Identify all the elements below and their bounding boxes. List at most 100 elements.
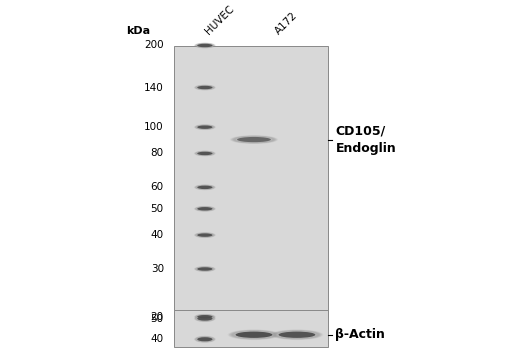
Ellipse shape <box>229 330 279 340</box>
Text: 30: 30 <box>151 264 164 274</box>
Ellipse shape <box>194 314 215 320</box>
Ellipse shape <box>194 206 215 211</box>
Ellipse shape <box>195 316 215 322</box>
Ellipse shape <box>195 125 215 130</box>
Ellipse shape <box>196 43 214 48</box>
Text: kDa: kDa <box>126 27 150 36</box>
Ellipse shape <box>197 43 213 48</box>
Ellipse shape <box>197 207 213 211</box>
Ellipse shape <box>194 43 216 48</box>
Ellipse shape <box>236 136 272 142</box>
Ellipse shape <box>196 316 214 321</box>
Text: 40: 40 <box>151 334 164 344</box>
Ellipse shape <box>195 206 215 211</box>
Ellipse shape <box>196 337 214 342</box>
Ellipse shape <box>275 330 319 339</box>
Ellipse shape <box>197 233 213 237</box>
Ellipse shape <box>196 151 214 156</box>
Ellipse shape <box>233 331 275 338</box>
Ellipse shape <box>272 330 322 340</box>
Ellipse shape <box>270 329 323 340</box>
Ellipse shape <box>196 206 214 211</box>
Ellipse shape <box>197 315 213 319</box>
Ellipse shape <box>196 185 214 190</box>
Ellipse shape <box>195 151 215 156</box>
Text: 40: 40 <box>151 230 164 240</box>
Ellipse shape <box>197 316 213 321</box>
Ellipse shape <box>194 43 215 48</box>
Ellipse shape <box>197 316 213 321</box>
Ellipse shape <box>196 125 214 130</box>
Text: 200: 200 <box>144 41 164 50</box>
Ellipse shape <box>196 315 214 319</box>
Ellipse shape <box>228 329 280 340</box>
Ellipse shape <box>236 331 272 338</box>
Ellipse shape <box>194 315 216 322</box>
Ellipse shape <box>197 207 213 211</box>
Ellipse shape <box>197 125 213 129</box>
Ellipse shape <box>197 85 213 90</box>
Text: CD105/: CD105/ <box>335 124 386 137</box>
Ellipse shape <box>277 331 317 338</box>
Ellipse shape <box>197 152 213 155</box>
Ellipse shape <box>196 336 214 342</box>
Ellipse shape <box>196 267 214 271</box>
Ellipse shape <box>195 232 215 238</box>
Ellipse shape <box>194 232 215 238</box>
Ellipse shape <box>194 315 215 322</box>
Ellipse shape <box>194 206 216 212</box>
Text: 50: 50 <box>151 204 164 214</box>
Ellipse shape <box>197 125 213 129</box>
Ellipse shape <box>194 124 215 130</box>
Ellipse shape <box>194 336 216 343</box>
Ellipse shape <box>197 186 213 189</box>
Text: 60: 60 <box>151 182 164 192</box>
Ellipse shape <box>194 85 216 90</box>
Ellipse shape <box>196 125 214 129</box>
Ellipse shape <box>197 267 213 271</box>
Ellipse shape <box>195 314 215 319</box>
Ellipse shape <box>273 330 321 339</box>
Ellipse shape <box>194 184 216 190</box>
Text: β-Actin: β-Actin <box>335 328 385 341</box>
Text: 80: 80 <box>151 148 164 159</box>
Ellipse shape <box>196 43 214 48</box>
Ellipse shape <box>231 330 276 339</box>
Ellipse shape <box>197 86 213 89</box>
Ellipse shape <box>194 314 216 320</box>
Ellipse shape <box>230 135 278 144</box>
Text: 140: 140 <box>144 83 164 92</box>
Ellipse shape <box>196 85 214 90</box>
Ellipse shape <box>197 315 213 318</box>
Ellipse shape <box>233 136 275 143</box>
Ellipse shape <box>197 152 213 155</box>
Ellipse shape <box>194 266 215 272</box>
Ellipse shape <box>194 336 215 343</box>
Ellipse shape <box>232 136 276 144</box>
Ellipse shape <box>235 136 273 143</box>
Ellipse shape <box>196 185 214 189</box>
Ellipse shape <box>197 233 213 237</box>
Ellipse shape <box>196 151 214 156</box>
Ellipse shape <box>230 330 278 339</box>
Ellipse shape <box>195 185 215 190</box>
Ellipse shape <box>195 336 215 342</box>
Text: 20: 20 <box>151 312 164 322</box>
Ellipse shape <box>194 232 216 238</box>
Ellipse shape <box>234 331 274 338</box>
Ellipse shape <box>194 124 216 130</box>
Ellipse shape <box>196 267 214 271</box>
Ellipse shape <box>197 337 213 341</box>
Ellipse shape <box>196 206 214 211</box>
Ellipse shape <box>194 266 216 272</box>
Ellipse shape <box>237 137 271 142</box>
Text: HUVEC: HUVEC <box>203 4 236 37</box>
Ellipse shape <box>194 184 215 190</box>
FancyBboxPatch shape <box>174 310 328 346</box>
Text: A172: A172 <box>274 10 300 37</box>
Ellipse shape <box>194 150 216 156</box>
FancyBboxPatch shape <box>174 46 328 317</box>
Ellipse shape <box>276 331 318 338</box>
Ellipse shape <box>196 85 214 90</box>
Ellipse shape <box>196 233 214 237</box>
